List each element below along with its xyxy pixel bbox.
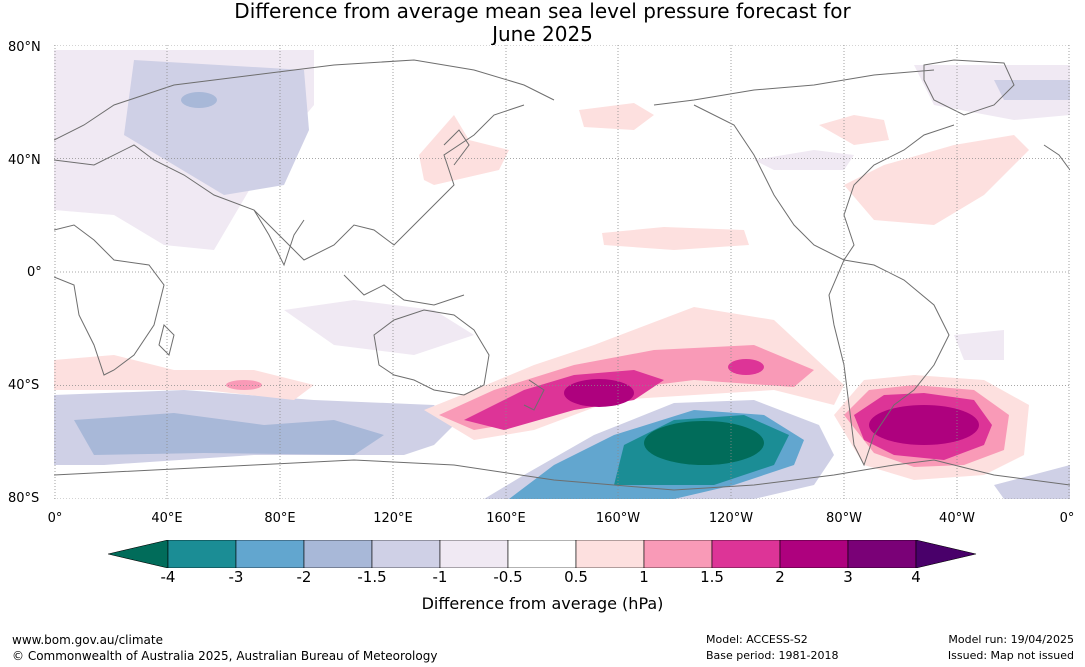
footer-model: Model: ACCESS-S2 <box>706 633 808 646</box>
lon-label-40w: 40°W <box>939 511 975 526</box>
colorbar <box>107 539 978 572</box>
footer-model-run: Model run: 19/04/2025 <box>948 633 1074 646</box>
title-line-1: Difference from average mean sea level p… <box>234 0 851 23</box>
shade-positive-south-pacific-core <box>564 379 634 407</box>
coast-eurasia-north <box>54 59 555 141</box>
shade-positive-japan <box>419 115 509 185</box>
coast-india <box>253 209 305 267</box>
colorbar-segment <box>847 539 917 569</box>
lon-label-120w: 120°W <box>708 511 754 526</box>
coast-australia <box>373 309 490 396</box>
colorbar-extend-low <box>107 539 169 569</box>
coast-europe-west <box>1043 144 1070 171</box>
footer-url: www.bom.gov.au/climate <box>12 633 163 647</box>
colorbar-tick-label: 1.5 <box>700 568 724 586</box>
colorbar-tick-label: 2 <box>775 568 785 586</box>
colorbar-segment <box>235 539 305 569</box>
lat-label-80s: 80°S <box>8 491 40 506</box>
colorbar-segment <box>439 539 509 569</box>
lat-label-0: 0° <box>27 265 42 280</box>
shade-negative-weak-na <box>754 150 854 170</box>
shade-positive-south-indian-core <box>226 380 262 390</box>
shade-negative-southern-indian-core <box>74 413 384 455</box>
shade-negative-weak-south-indian <box>284 300 474 355</box>
colorbar-segment <box>779 539 849 569</box>
colorbar-segment <box>643 539 713 569</box>
colorbar-tick-label: -0.5 <box>493 568 523 586</box>
shade-positive-canada <box>819 115 889 145</box>
shade-positive-south-atlantic-core <box>869 405 979 445</box>
colorbar-tick-label: 0.5 <box>564 568 588 586</box>
colorbar-label: Difference from average (hPa) <box>421 594 664 613</box>
shade-negative-greenland <box>994 80 1070 100</box>
pressure-anomaly-map <box>54 45 1070 499</box>
coast-africa <box>54 224 165 376</box>
colorbar-segment <box>303 539 373 569</box>
lon-label-80w: 80°W <box>826 511 862 526</box>
lon-label-160e: 160°E <box>486 511 526 526</box>
colorbar-segment <box>371 539 441 569</box>
coast-new-zealand <box>523 379 545 411</box>
coast-japan <box>443 129 470 166</box>
colorbar-tick-label: -1 <box>432 568 448 586</box>
lon-label-0-right: 0° <box>1059 511 1075 526</box>
lon-label-120e: 120°E <box>373 511 413 526</box>
anomaly-shading <box>54 50 1070 499</box>
shade-positive-bering <box>579 103 654 130</box>
coast-indonesia <box>343 274 465 306</box>
footer-base-period: Base period: 1981-2018 <box>706 649 839 662</box>
lat-label-40n: 40°N <box>8 153 41 168</box>
footer-copyright: © Commonwealth of Australia 2025, Austra… <box>12 649 438 663</box>
colorbar-tick-label: 3 <box>843 568 853 586</box>
colorbar-tick-label: -3 <box>228 568 244 586</box>
shade-negative-weak-south-atlantic <box>954 330 1004 360</box>
shade-negative-amundsen-core <box>644 421 764 465</box>
colorbar-tick-label: -4 <box>160 568 176 586</box>
lon-label-80e: 80°E <box>264 511 296 526</box>
lat-label-40s: 40°S <box>8 378 40 393</box>
coast-madagascar <box>158 324 175 356</box>
shade-negative-weddell <box>994 465 1070 499</box>
coast-asia-south <box>54 104 525 261</box>
colorbar-segment <box>167 539 237 569</box>
shade-positive-central-pacific <box>602 227 749 250</box>
coast-south-america <box>828 259 950 467</box>
lon-label-160w: 160°W <box>595 511 641 526</box>
coast-antarctica <box>54 459 1070 491</box>
coast-greenland <box>923 59 1015 116</box>
colorbar-svg <box>107 539 977 569</box>
colorbar-segment <box>575 539 645 569</box>
shade-negative-eurasia-core <box>181 92 217 108</box>
colorbar-extend-high <box>915 539 977 569</box>
colorbar-tick-label: -2 <box>296 568 312 586</box>
shade-negative-eurasia <box>124 60 309 195</box>
coastlines <box>54 59 1070 491</box>
colorbar-segment <box>507 539 577 569</box>
shade-negative-weak-arctic <box>914 65 1070 120</box>
colorbar-tick-label: -1.5 <box>357 568 387 586</box>
shade-positive-south-pacific-east <box>728 359 764 375</box>
lon-label-0-left: 0° <box>47 511 63 526</box>
title-line-2: June 2025 <box>492 22 593 46</box>
colorbar-tick-label: 4 <box>911 568 921 586</box>
lon-label-40e: 40°E <box>151 511 183 526</box>
map-title: Difference from average mean sea level p… <box>0 0 1085 46</box>
colorbar-segment <box>711 539 781 569</box>
map-svg <box>54 45 1070 499</box>
shade-positive-north-atlantic <box>844 135 1029 225</box>
lat-label-80n: 80°N <box>8 40 41 55</box>
footer-issued: Issued: Map not issued <box>947 649 1074 662</box>
gridlines <box>54 45 1070 499</box>
coast-arctic-canada <box>653 69 935 106</box>
colorbar-tick-label: 1 <box>639 568 649 586</box>
coast-north-america <box>693 104 955 261</box>
